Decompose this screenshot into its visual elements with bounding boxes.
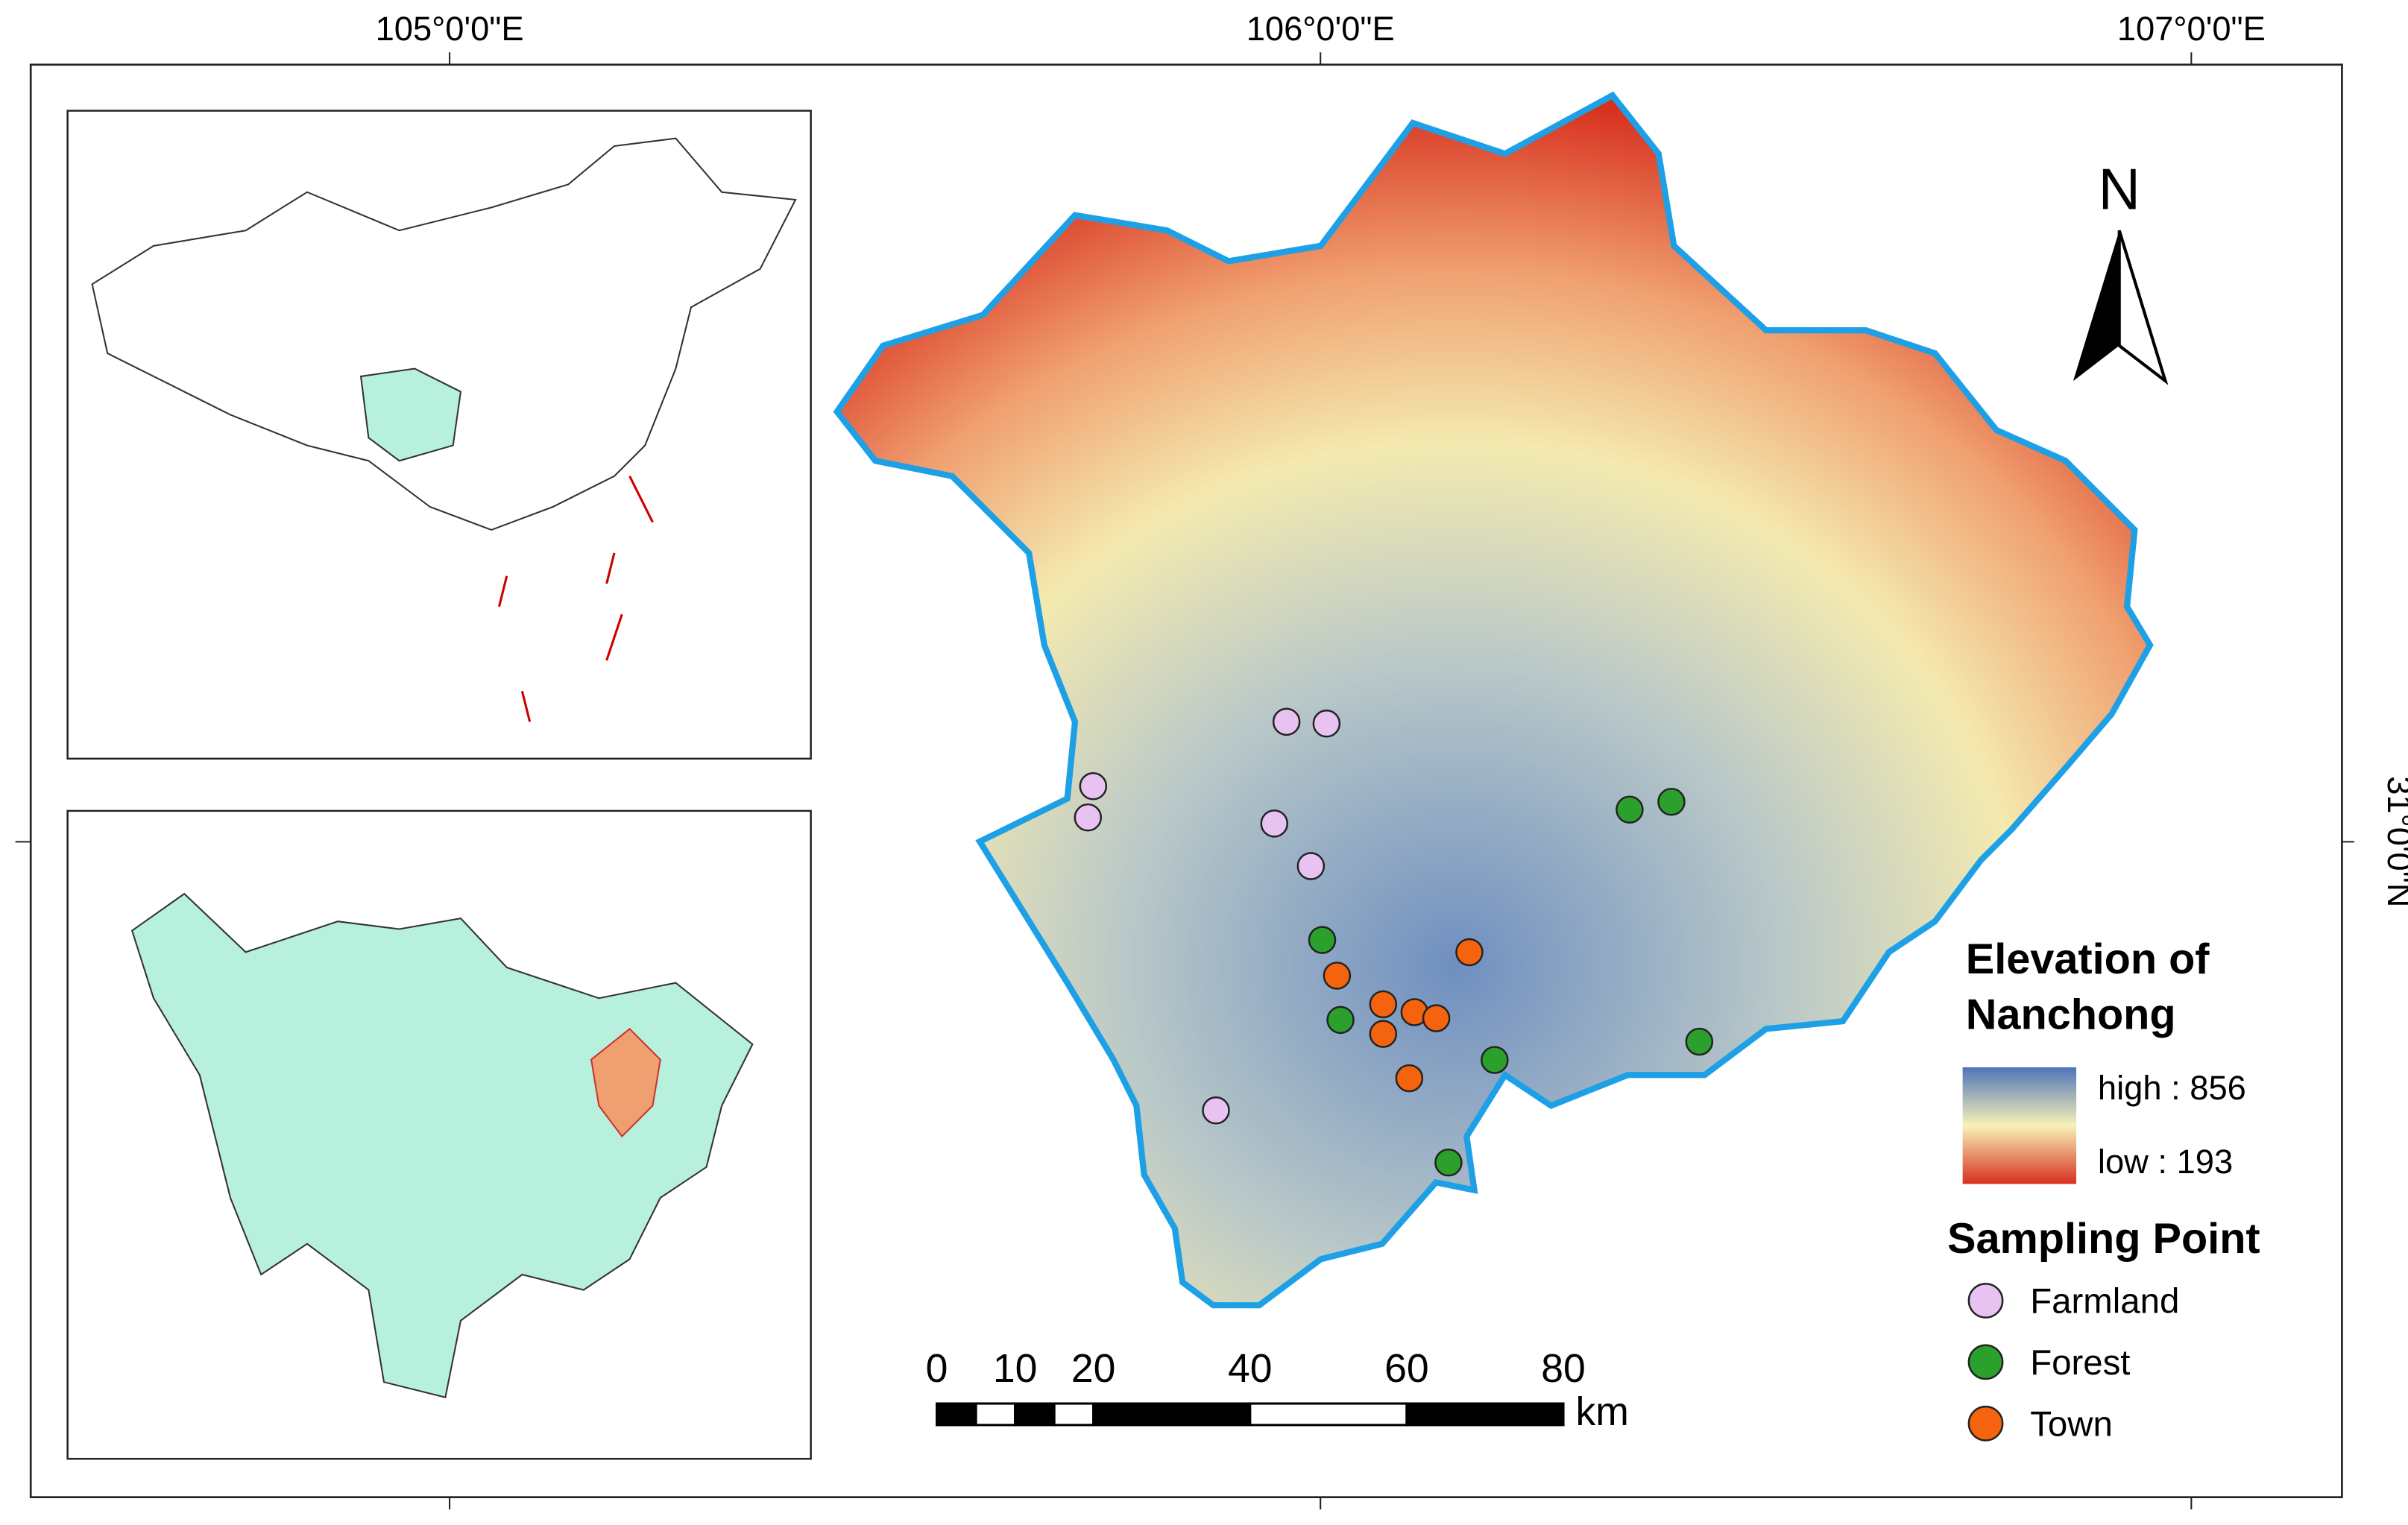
scale-segment — [936, 1402, 977, 1427]
scale-segment — [1092, 1402, 1252, 1427]
sampling-point — [1079, 771, 1108, 801]
sampling-point — [1657, 787, 1686, 816]
scale-label: 40 — [1228, 1347, 1273, 1391]
scale-segment — [1014, 1402, 1056, 1427]
north-arrow — [2073, 230, 2169, 385]
legend-label: Forest — [2030, 1343, 2130, 1383]
legend-marker — [1967, 1344, 2004, 1380]
legend-label: Farmland — [2030, 1281, 2179, 1321]
sampling-point — [1455, 938, 1484, 967]
sampling-point — [1395, 1064, 1424, 1093]
scale-label: 60 — [1384, 1347, 1429, 1391]
colorbar — [1962, 1067, 2077, 1184]
scale-label: 20 — [1071, 1347, 1116, 1391]
colorbar-high: high : 856 — [2098, 1069, 2246, 1107]
legend-marker — [1967, 1283, 2004, 1319]
sampling-point — [1434, 1148, 1463, 1177]
sampling-point — [1323, 962, 1352, 990]
sampling-point — [1422, 1004, 1451, 1032]
sampling-point — [1074, 803, 1103, 832]
legend-marker — [1967, 1405, 2004, 1442]
scale-segment — [1249, 1402, 1408, 1427]
y-tick-label: 31°0'0"N — [2380, 776, 2408, 907]
x-tick-label: 105°0'0"E — [376, 10, 524, 48]
inset-china — [66, 110, 812, 760]
nanchong-elevation — [833, 91, 2154, 1309]
sampling-point — [1369, 1020, 1398, 1048]
sampling-point — [1260, 809, 1289, 838]
sampling-point — [1202, 1096, 1230, 1125]
scale-label: 80 — [1541, 1347, 1586, 1391]
scale-segment — [1053, 1402, 1095, 1427]
sampling-point — [1272, 707, 1301, 736]
sampling-point — [1481, 1046, 1509, 1074]
sampling-point — [1312, 710, 1341, 738]
map-frame — [29, 63, 2343, 1499]
scale-unit: km — [1576, 1390, 1629, 1434]
inset-sichuan — [66, 809, 812, 1460]
legend-label: Town — [2030, 1404, 2113, 1444]
sampling-point — [1326, 1005, 1355, 1035]
legend-title: Elevation of — [1966, 935, 2210, 983]
legend-title: Nanchong — [1966, 991, 2176, 1038]
scale-segment — [974, 1402, 1017, 1427]
x-tick-label: 107°0'0"E — [2117, 10, 2266, 48]
x-tick-label: 106°0'0"E — [1246, 10, 1395, 48]
north-label: N — [2098, 156, 2140, 221]
colorbar-low: low : 193 — [2098, 1143, 2233, 1181]
sampling-point — [1296, 852, 1326, 880]
points-title: Sampling Point — [1947, 1215, 2260, 1263]
scale-label: 10 — [993, 1347, 1038, 1391]
scale-label: 0 — [926, 1347, 948, 1391]
sampling-point — [1685, 1027, 1714, 1056]
sampling-point — [1308, 926, 1337, 954]
scale-segment — [1405, 1402, 1565, 1427]
sampling-point — [1616, 795, 1644, 824]
sampling-point — [1369, 990, 1398, 1019]
